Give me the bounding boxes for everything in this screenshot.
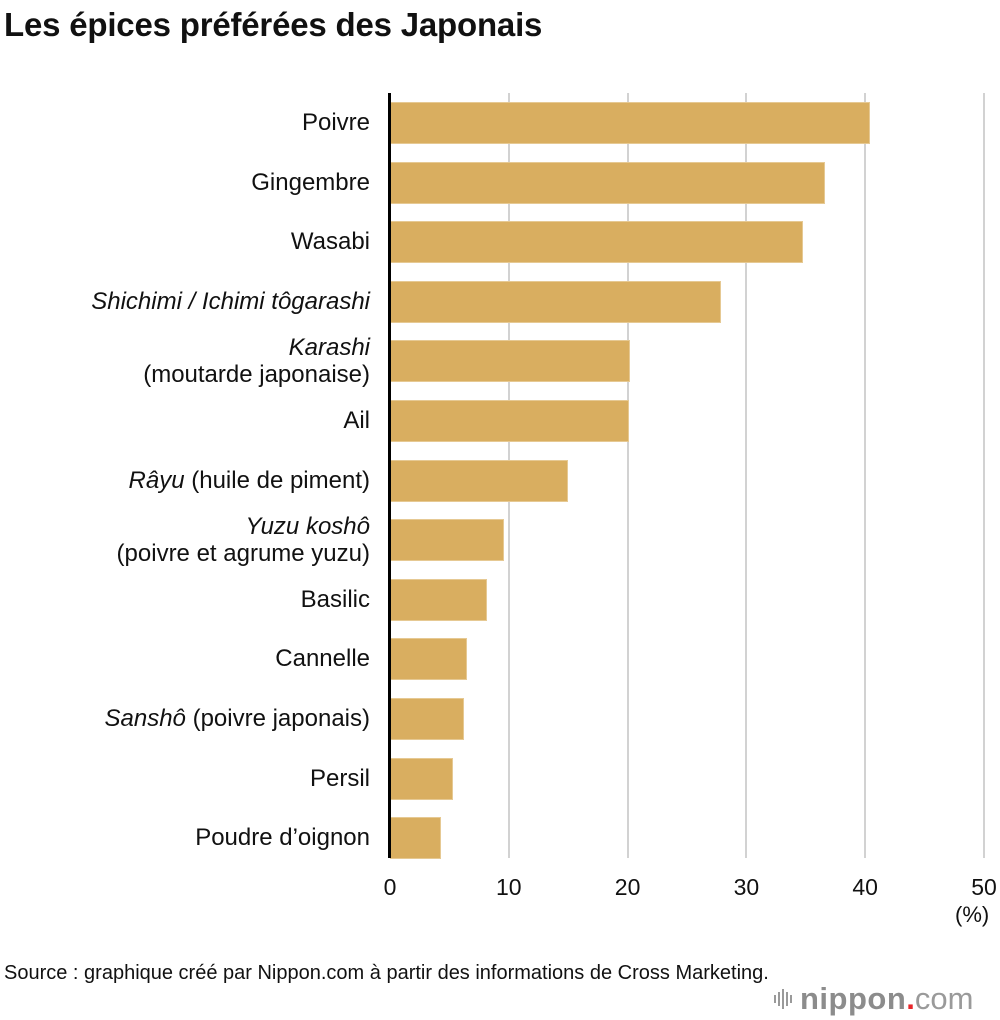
category-label: Ail <box>343 407 370 434</box>
bar <box>390 757 453 800</box>
bar-chart: Poivre Gingembre Wasabi Shichimi / Ichimi t… <box>91 93 997 927</box>
x-tick-label: 40 <box>852 874 878 900</box>
category-label: Persil <box>309 764 370 792</box>
nippon-logo: nippon. com <box>774 981 974 1016</box>
x-tick-label: 10 <box>496 874 522 900</box>
category-label: Râyu (huile de piment) <box>128 466 370 494</box>
category-label: Sanshô (poivre japonais) <box>104 705 371 732</box>
category-label: Gingembre <box>251 168 370 196</box>
logo-wordmark: nippon <box>800 981 907 1016</box>
gridline-30 <box>745 93 748 858</box>
category-label: Yuzu koshô (poivre et agrume yuzu) <box>116 513 370 568</box>
x-axis-unit: (%) <box>955 902 990 927</box>
category-label: Poivre <box>301 109 370 136</box>
category-label: Basilic <box>300 585 370 613</box>
logo-bars-icon <box>774 989 792 1009</box>
bar <box>390 340 630 383</box>
bar <box>390 221 804 264</box>
category-label: Karashi (moutarde japonaise) <box>143 334 370 389</box>
logo-dot: . <box>906 981 915 1016</box>
x-tick-label: 0 <box>383 874 397 900</box>
x-tick-label: 50 <box>971 874 997 900</box>
bar <box>390 280 722 323</box>
chart-title: Les épices préférées des Japonais <box>4 6 543 43</box>
source-note: Source : graphique créé par Nippon.com à… <box>4 962 769 984</box>
bar <box>390 400 629 442</box>
category-label: Wasabi <box>290 228 370 256</box>
bar <box>390 578 488 621</box>
category-label: Poudre d’oignon <box>195 824 370 852</box>
gridline-50 <box>983 93 985 858</box>
bar <box>390 102 870 144</box>
x-tick-label: 20 <box>614 874 641 900</box>
bar <box>390 519 505 562</box>
logo-suffix: com <box>914 981 974 1016</box>
y-axis-line <box>388 93 391 858</box>
bar <box>390 698 464 740</box>
bar <box>390 459 569 502</box>
bar <box>390 638 468 681</box>
bar <box>390 161 825 204</box>
category-label: Cannelle <box>275 645 370 673</box>
bar <box>390 817 442 860</box>
x-tick-label: 30 <box>733 874 760 900</box>
category-label: Shichimi / Ichimi tôgarashi <box>91 287 370 315</box>
gridline-20 <box>626 93 629 858</box>
gridline-40 <box>864 93 867 858</box>
